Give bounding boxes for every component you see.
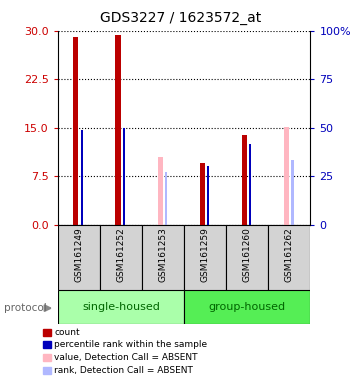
Text: percentile rank within the sample: percentile rank within the sample [54, 340, 207, 349]
Bar [73, 37, 78, 225]
Text: group-housed: group-housed [209, 302, 286, 312]
Text: GSM161252: GSM161252 [117, 227, 125, 282]
Bar [284, 127, 289, 225]
Bar [249, 144, 252, 225]
Text: GSM161262: GSM161262 [285, 227, 294, 282]
Text: GSM161253: GSM161253 [158, 227, 168, 282]
Bar [184, 225, 226, 290]
Bar [58, 290, 184, 324]
Bar [165, 172, 167, 225]
Bar [226, 225, 268, 290]
Text: GSM161249: GSM161249 [74, 227, 83, 282]
Bar [116, 35, 121, 225]
Text: rank, Detection Call = ABSENT: rank, Detection Call = ABSENT [54, 366, 193, 375]
Bar [157, 157, 162, 225]
Bar [123, 128, 125, 225]
Bar [268, 225, 310, 290]
Bar [200, 163, 205, 225]
Text: GSM161259: GSM161259 [201, 227, 210, 282]
Text: protocol: protocol [4, 303, 46, 313]
Text: GSM161260: GSM161260 [243, 227, 252, 282]
Bar [242, 136, 247, 225]
Text: single-housed: single-housed [82, 302, 160, 312]
Text: value, Detection Call = ABSENT: value, Detection Call = ABSENT [54, 353, 198, 362]
Text: count: count [54, 328, 80, 337]
Bar [142, 225, 184, 290]
Bar [184, 290, 310, 324]
Bar [207, 166, 209, 225]
Text: GDS3227 / 1623572_at: GDS3227 / 1623572_at [100, 11, 261, 25]
Bar [291, 160, 293, 225]
Bar [81, 130, 83, 225]
Bar [58, 225, 100, 290]
Bar [100, 225, 142, 290]
